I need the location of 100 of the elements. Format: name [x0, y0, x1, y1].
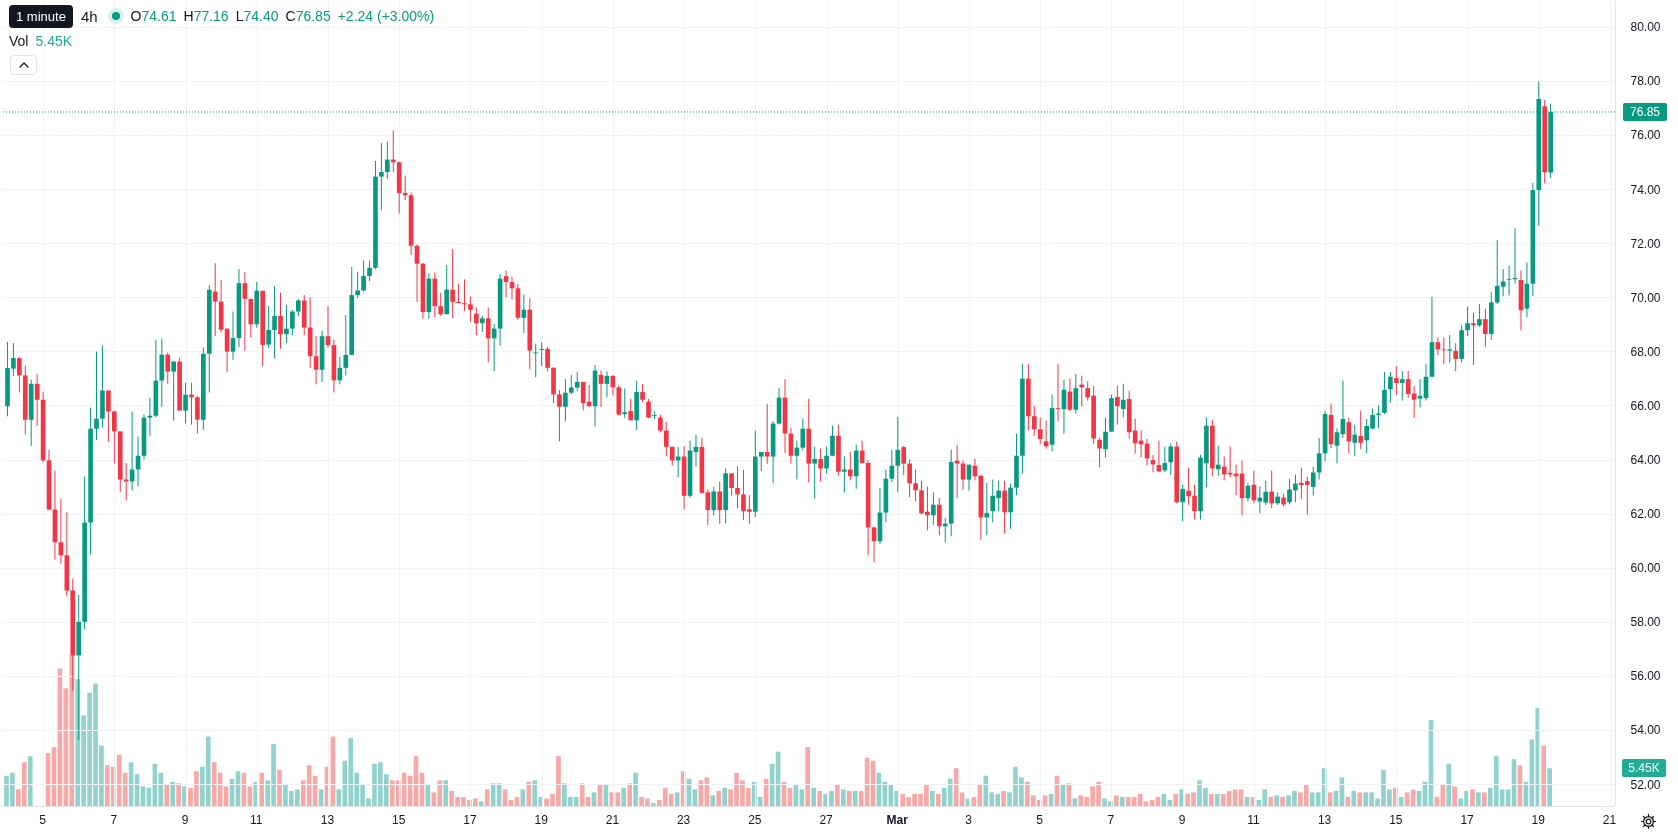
- x-tick-label: 7: [110, 812, 118, 827]
- x-tick-label: 3: [965, 812, 973, 827]
- volume-tag: 5.45K: [1622, 759, 1666, 778]
- bar: [841, 789, 846, 806]
- bar: [835, 784, 840, 806]
- candlestick: [1002, 480, 1007, 535]
- candlestick: [1405, 370, 1411, 399]
- candlestick: [569, 374, 574, 395]
- bar: [852, 790, 858, 806]
- candlestick: [1103, 417, 1108, 458]
- bar: [1357, 792, 1363, 806]
- y-tick-label: 78.00: [1630, 74, 1661, 89]
- candlestick: [931, 492, 936, 526]
- y-tick-label: 74.00: [1630, 182, 1661, 197]
- candlestick: [165, 352, 171, 385]
- candlestick: [907, 459, 912, 498]
- x-tick-label: 13: [1317, 812, 1332, 827]
- candlestick: [842, 455, 847, 494]
- bar: [164, 784, 170, 806]
- x-tick-label: 9: [1178, 812, 1186, 827]
- bar: [1280, 796, 1285, 806]
- candlestick: [1382, 371, 1387, 415]
- bar: [478, 801, 484, 806]
- candlestick: [847, 451, 853, 481]
- candlestick: [1506, 265, 1512, 296]
- candlestick: [367, 259, 372, 282]
- annotation: +2.24 (+3.00%): [337, 8, 435, 24]
- bar: [1114, 795, 1119, 806]
- candlestick: [1168, 442, 1174, 476]
- candlestick: [539, 341, 544, 367]
- bar: [1452, 786, 1458, 806]
- bar: [259, 772, 265, 806]
- bar: [621, 787, 627, 806]
- candlestick: [1394, 365, 1399, 396]
- bar: [716, 790, 722, 806]
- candlestick: [1186, 467, 1191, 506]
- bar: [1268, 796, 1274, 806]
- candlestick: [379, 142, 384, 211]
- candlestick: [1417, 378, 1423, 408]
- candlestick: [1388, 371, 1393, 403]
- annotation: L74.40: [235, 8, 279, 24]
- candlestick: [1447, 334, 1453, 363]
- candlestick: [474, 307, 479, 336]
- y-tick-label: 66.00: [1630, 398, 1661, 413]
- bar: [1143, 801, 1149, 806]
- bar: [1072, 798, 1078, 806]
- candlestick: [1316, 437, 1322, 481]
- x-tick-label: 19: [1531, 812, 1546, 827]
- candlestick: [1097, 437, 1102, 468]
- candlestick: [1120, 383, 1126, 418]
- x-tick-label: 5: [1036, 812, 1044, 827]
- bar: [277, 769, 282, 806]
- candlestick: [800, 418, 806, 451]
- candlestick: [343, 314, 349, 376]
- x-tick-label: 15: [1389, 812, 1403, 827]
- bar: [1214, 793, 1220, 806]
- bar: [1398, 796, 1404, 806]
- bar: [27, 756, 33, 806]
- candlestick: [1037, 417, 1043, 445]
- annotation: 5.45K: [35, 33, 73, 49]
- candlestick: [563, 378, 568, 422]
- annotation: H77.16: [183, 8, 229, 24]
- candlestick: [895, 416, 901, 493]
- x-tick-label: 13: [320, 812, 335, 827]
- candlestick: [212, 262, 218, 337]
- candlestick: [1215, 445, 1221, 477]
- candlestick: [278, 292, 283, 350]
- candlestick: [533, 343, 539, 378]
- bar: [176, 783, 181, 806]
- x-tick-label: 21: [605, 812, 620, 827]
- y-tick-label: 76.00: [1630, 128, 1661, 143]
- candlestick: [1483, 308, 1488, 348]
- candlestick: [717, 481, 723, 525]
- candlestick: [1399, 370, 1405, 402]
- bar: [811, 787, 817, 806]
- candlestick: [936, 497, 942, 536]
- candlestick: [284, 304, 289, 344]
- x-tick-label: 7: [1107, 812, 1115, 827]
- candlestick: [913, 469, 918, 502]
- x-tick-label: 11: [250, 812, 263, 827]
- candlestick: [1192, 484, 1197, 521]
- candlestick: [1453, 342, 1459, 372]
- candlestick: [812, 446, 818, 500]
- bar: [935, 793, 941, 806]
- annotation: 1 minute: [9, 4, 73, 28]
- text: 4h: [80, 7, 98, 25]
- y-tick-label: 52.00: [1630, 777, 1661, 792]
- candlestick: [640, 383, 645, 403]
- x-tick-label: 27: [819, 812, 834, 827]
- candlestick: [711, 486, 717, 517]
- annotation: O74.61: [130, 8, 177, 24]
- candlestick: [171, 360, 176, 422]
- candlestick: [824, 446, 829, 475]
- x-tick-label: 21: [1602, 812, 1617, 827]
- bar: [1547, 768, 1552, 806]
- bar: [1470, 789, 1475, 806]
- bar: [443, 780, 449, 806]
- candlestick: [450, 248, 455, 319]
- candlestick: [1465, 305, 1470, 337]
- candlestick: [1180, 484, 1185, 522]
